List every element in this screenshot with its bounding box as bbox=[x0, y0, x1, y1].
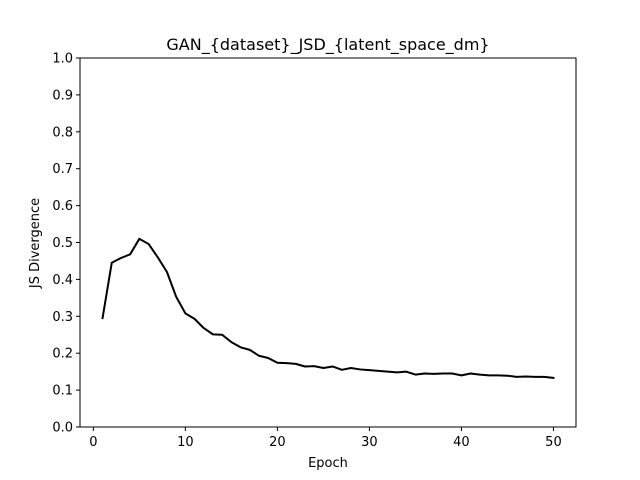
x-tick-label: 30 bbox=[361, 435, 378, 450]
y-tick-label: 0.4 bbox=[52, 273, 73, 288]
y-tick-label: 0.3 bbox=[52, 310, 73, 325]
y-tick-label: 0.1 bbox=[52, 384, 73, 399]
y-tick-label: 0.7 bbox=[52, 162, 73, 177]
x-tick-label: 20 bbox=[269, 435, 286, 450]
chart-title: GAN_{dataset}_JSD_{latent_space_dm} bbox=[166, 35, 489, 55]
x-tick-label: 10 bbox=[177, 435, 194, 450]
series-line bbox=[101, 237, 555, 380]
x-axis-ticks: 0 10 20 30 40 50 bbox=[89, 427, 562, 450]
y-tick-label: 0.0 bbox=[52, 421, 73, 436]
y-tick-label: 0.5 bbox=[52, 236, 73, 251]
y-tick-label: 1.0 bbox=[52, 52, 73, 67]
y-tick-label: 0.2 bbox=[52, 347, 73, 362]
x-tick-label: 40 bbox=[453, 435, 470, 450]
x-tick-label: 50 bbox=[545, 435, 562, 450]
x-axis-label: Epoch bbox=[308, 456, 348, 471]
x-tick-label: 0 bbox=[89, 435, 97, 450]
y-tick-label: 0.9 bbox=[52, 88, 73, 103]
y-tick-label: 0.8 bbox=[52, 125, 73, 140]
y-axis-label: JS Divergence bbox=[28, 198, 43, 289]
y-axis-ticks: 0.0 0.1 0.2 0.3 0.4 0.5 0.6 0.7 0.8 0.9 1.0 bbox=[52, 52, 80, 436]
y-tick-label: 0.6 bbox=[52, 199, 73, 214]
